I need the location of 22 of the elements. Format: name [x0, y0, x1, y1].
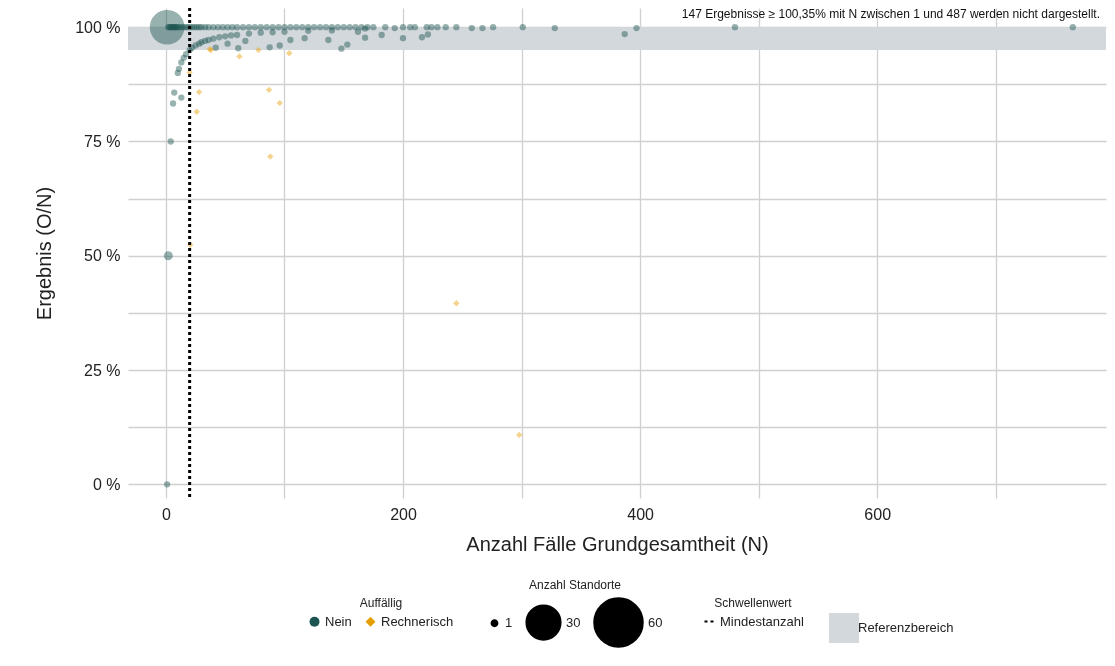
x-tick-label: 0: [161, 505, 171, 523]
legend-label: 1: [505, 615, 513, 631]
y-tick-label: 100 %: [75, 18, 121, 36]
legend-label: Mindestanzahl: [720, 613, 804, 629]
x-axis-title: Anzahl Fälle Grundgesamtheit (N): [466, 532, 769, 555]
y-axis-title: Ergebnis (O/N): [33, 186, 56, 321]
y-tick-label: 75 %: [84, 132, 121, 150]
legend-label: Rechnerisch: [381, 613, 454, 629]
text: Anzahl Standorte: [528, 578, 622, 592]
annotation: 147 Ergebnisse ≥ 100,35% mit N zwischen 1 und 487 werden nicht dargestellt.: [681, 7, 1100, 21]
x-tick-label: 400: [627, 505, 655, 523]
legend-label: 30: [566, 614, 581, 630]
x-tick-label: 600: [864, 505, 892, 523]
x-tick-label: 200: [390, 505, 417, 523]
y-tick-label: 25 %: [84, 361, 121, 379]
y-tick-label: 50 %: [84, 247, 121, 265]
y-tick-label: 0 %: [92, 475, 121, 493]
legend-title: Auffällig: [359, 596, 403, 610]
legend-label: 60: [648, 614, 663, 630]
text: Schwellenwert: [714, 596, 793, 610]
legend-label: Nein: [325, 613, 352, 629]
legend-label: Referenzbereich: [858, 620, 954, 635]
